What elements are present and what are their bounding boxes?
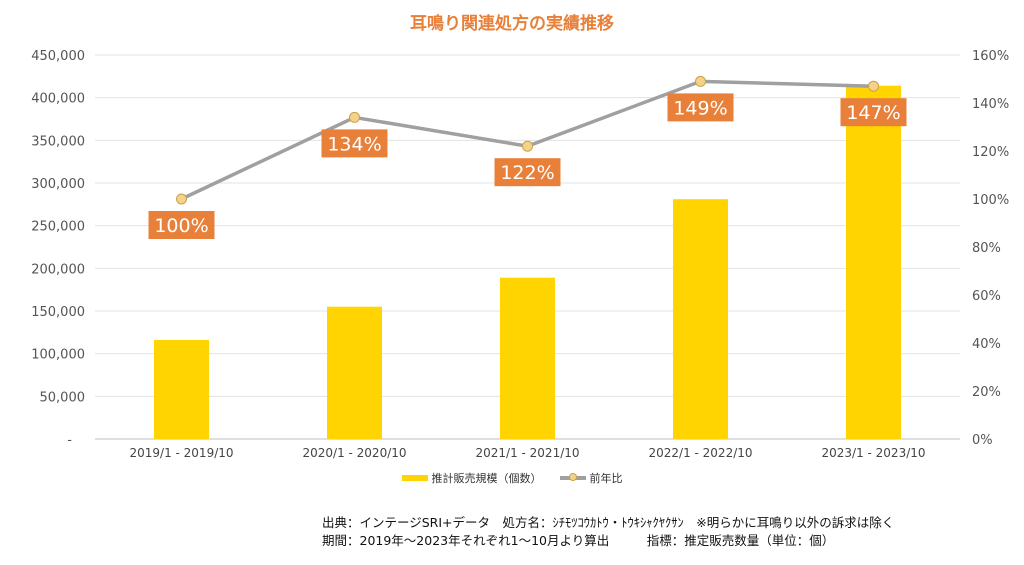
bar	[846, 85, 901, 439]
data-label-box	[148, 211, 215, 239]
y-right-tick-label: 120%	[972, 145, 1009, 160]
y-right-tick-label: 40%	[972, 337, 1001, 352]
x-tick-label: 2021/1 - 2021/10	[475, 446, 579, 460]
data-label-box	[494, 158, 561, 187]
line-point	[349, 111, 360, 123]
y-left-tick-label: 100,000	[31, 348, 85, 363]
data-label: 134%	[327, 133, 381, 155]
legend-label: 推計販売規模（個数）	[431, 472, 542, 485]
legend-item-bar: 推計販売規模（個数）	[401, 470, 542, 486]
y-left-tick-label: 200,000	[31, 262, 85, 277]
y-right-tick-label: 20%	[972, 385, 1001, 400]
y-left-tick-label: 250,000	[31, 220, 85, 235]
y-right-tick-label: 60%	[972, 289, 1001, 304]
bar	[327, 306, 382, 439]
y-left-tick-label: 300,000	[31, 177, 85, 192]
y-left-tick-label: 400,000	[31, 92, 85, 107]
bar	[673, 199, 728, 439]
y-left-tick-label: 50,000	[40, 390, 86, 405]
x-tick-label: 2019/1 - 2019/10	[129, 446, 233, 460]
data-label-box	[840, 98, 907, 127]
period-line: 期間：2019年～2023年それぞれ1～10月より算出 指標：推定販売数量（単位…	[322, 533, 835, 548]
legend-swatch-bar	[401, 475, 428, 481]
y-left-tick-label: 150,000	[31, 305, 85, 320]
line-point	[176, 193, 187, 205]
data-label-box	[667, 93, 734, 122]
data-label: 147%	[846, 102, 900, 124]
chart-title: 耳鳴り関連処方の実績推移	[410, 14, 614, 34]
line-point	[695, 75, 706, 87]
data-label: 100%	[154, 215, 208, 237]
line-point	[868, 80, 879, 92]
x-tick-label: 2022/1 - 2022/10	[648, 446, 752, 460]
legend: 推計販売規模（個数） 前年比	[0, 470, 1024, 486]
source-note: 出典：インテージSRI+データ 処方名：ｼﾁﾓﾂｺｳｶﾄｳ・ﾄｳｷｼｬｸﾔｸｻﾝ…	[322, 514, 894, 550]
line-point	[522, 140, 533, 152]
data-label-box	[321, 129, 388, 158]
legend-item-line: 前年比	[559, 470, 623, 486]
x-tick-label: 2023/1 - 2023/10	[821, 446, 925, 460]
y-left-tick-label: 350,000	[31, 134, 85, 149]
x-tick-label: 2020/1 - 2020/10	[302, 446, 406, 460]
bar	[154, 340, 209, 439]
source-line: 出典：インテージSRI+データ 処方名：ｼﾁﾓﾂｺｳｶﾄｳ・ﾄｳｷｼｬｸﾔｸｻﾝ…	[322, 515, 895, 530]
chart-plot: - 50,000 100,000 150,000 200,000 250,000 300,0…	[31, 49, 1009, 460]
bar	[500, 277, 555, 439]
y-right-tick-label: 80%	[972, 241, 1001, 256]
legend-swatch-line	[559, 473, 586, 481]
y-right-tick-label: 140%	[972, 97, 1009, 112]
y-left-tick-label: -	[67, 433, 72, 448]
y-right-tick-label: 100%	[972, 193, 1009, 208]
y-right-tick-label: 0%	[972, 433, 993, 448]
data-label: 122%	[500, 162, 554, 184]
data-label: 149%	[673, 97, 727, 119]
legend-label: 前年比	[589, 472, 623, 485]
y-left-tick-label: 450,000	[31, 49, 85, 64]
y-right-tick-label: 160%	[972, 49, 1009, 64]
